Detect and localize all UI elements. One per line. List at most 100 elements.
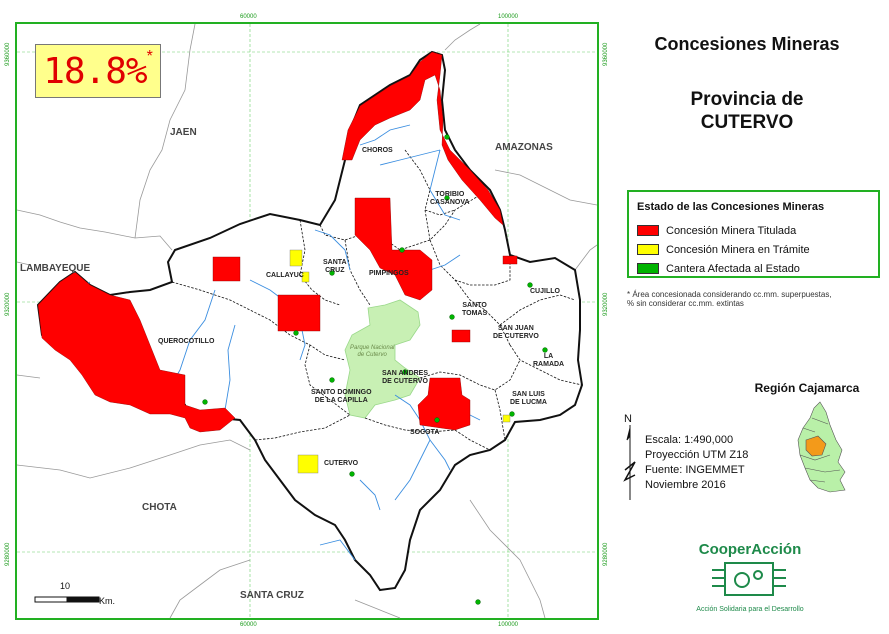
- national-park: [344, 299, 421, 419]
- river-14: [319, 539, 356, 561]
- concession-2: [277, 294, 321, 332]
- district-label-san-andres: SAN ANDRES DE CUTERVO: [382, 370, 429, 385]
- legend-label-titled: Concesión Minera Titulada: [666, 224, 797, 237]
- district-label-toribio: TORIBIO CASANOVA: [430, 191, 470, 206]
- capital-choros: [444, 134, 450, 140]
- coord-right-2: 9320000: [603, 292, 609, 316]
- region-label-amazonas: AMAZONAS: [495, 142, 553, 153]
- district-label-socota: SOCOTA: [410, 429, 440, 436]
- percentage-asterisk: *: [146, 48, 153, 65]
- capital-querocotillo: [202, 399, 208, 405]
- footnote-line-1: * Área concesionada considerando cc.mm. …: [627, 290, 832, 299]
- district-line-15: [254, 414, 351, 441]
- percentage-box: 18.8% *: [35, 44, 161, 98]
- capital-cujillo: [527, 282, 533, 288]
- district-line-8: [304, 344, 351, 416]
- capital-toribio: [444, 195, 450, 201]
- capital-cutervo: [349, 471, 355, 477]
- border-amazonas-north: [444, 23, 481, 51]
- titled-concessions: [37, 51, 518, 433]
- district-line-4: [374, 194, 481, 251]
- coord-top-2: 100000: [498, 14, 519, 20]
- river-8: [359, 124, 411, 146]
- legend-swatch-quarry: [637, 263, 659, 274]
- river-10: [429, 254, 461, 271]
- district-label-cujillo: CUJILLO: [530, 288, 560, 295]
- concession-west: [37, 271, 236, 433]
- map-info: Escala: 1:490,000 Proyección UTM Z18 Fue…: [645, 433, 748, 493]
- district-line-9: [454, 279, 511, 346]
- district-line-14: [364, 417, 491, 451]
- river-9: [429, 149, 461, 221]
- pending-3: [297, 454, 319, 474]
- concession-north: [341, 51, 504, 226]
- region-label-lambayeque: LAMBAYEQUE: [20, 263, 91, 274]
- capital-san-luis: [509, 411, 515, 417]
- district-label-la-ramada: LA RAMADA: [533, 353, 565, 368]
- border-lambayeque-edge: [16, 261, 31, 266]
- border-chota-south: [16, 439, 251, 479]
- district-line-5: [404, 149, 431, 241]
- concession-6: [502, 255, 518, 265]
- capital-santo-tomas: [449, 314, 455, 320]
- concession-1: [212, 256, 241, 282]
- concession-5: [417, 377, 471, 431]
- capital-la-ramada: [542, 347, 548, 353]
- district-label-santo-domingo: SANTO DOMINGO DE LA CAPILLA: [311, 389, 372, 404]
- legend-title: Estado de las Concesiones Mineras: [637, 201, 825, 213]
- legend-item-titled: Concesión Minera Titulada: [637, 224, 796, 237]
- border-santacruz-west: [169, 559, 251, 619]
- border-east: [574, 244, 598, 271]
- border-lambayeque-chota: [16, 374, 41, 379]
- district-line-12: [419, 359, 521, 391]
- scale-bar-segment-2: [66, 596, 100, 603]
- district-label-santa-cruz: SANTA CRUZ: [323, 259, 347, 274]
- legend-label-pending: Concesión Minera en Trámite: [666, 243, 810, 256]
- coord-left-3: 9280000: [5, 542, 11, 566]
- coord-right-1: 9360000: [603, 42, 609, 66]
- district-label-pimpingos: PIMPINGOS: [369, 270, 409, 277]
- river-7: [379, 149, 441, 166]
- district-line-3: [344, 239, 371, 306]
- district-label-santo-tomas: SANTO TOMAS: [462, 302, 488, 317]
- region-label-chota: CHOTA: [142, 502, 177, 513]
- cooperaccion-logo-icon: [712, 562, 786, 596]
- map-subtitle: Provincia de CUTERVO: [612, 88, 882, 134]
- district-line-6: [429, 239, 511, 286]
- inset-cutervo: [805, 435, 827, 457]
- district-label-cutervo: CUTERVO: [324, 460, 359, 467]
- border-southeast: [469, 499, 546, 619]
- info-projection: Proyección UTM Z18: [645, 449, 749, 461]
- river-12: [429, 439, 451, 471]
- pending-concessions: [289, 249, 511, 474]
- legend-item-pending: Concesión Minera en Trámite: [637, 243, 810, 256]
- district-label-choros: CHOROS: [362, 147, 393, 154]
- border-amazonas-east: [494, 169, 598, 206]
- subtitle-line-1: Provincia de: [690, 89, 804, 110]
- pending-2: [301, 271, 310, 283]
- north-arrow-icon: [623, 425, 636, 500]
- info-date: Noviembre 2016: [645, 479, 726, 491]
- border-jaen-west: [134, 23, 196, 239]
- district-line-7: [171, 281, 346, 361]
- district-label-querocotillo: QUEROCOTILLO: [158, 338, 215, 345]
- inset-divisions: [799, 417, 841, 483]
- scale-bar-value: 10: [60, 581, 71, 591]
- coord-left-1: 9360000: [5, 42, 11, 66]
- legend-label-quarry: Cantera Afectada al Estado: [666, 262, 800, 275]
- rivers: [45, 124, 481, 561]
- district-capitals: [202, 134, 548, 605]
- district-label-callayuc: CALLAYUC: [266, 272, 304, 279]
- subtitle-line-2: CUTERVO: [700, 112, 794, 133]
- region-label-jaen: JAEN: [170, 127, 197, 138]
- coord-bottom-1: 60000: [240, 622, 257, 628]
- cajamarca-inset: [797, 401, 846, 493]
- district-boundaries: [171, 149, 583, 451]
- capital-callayuc: [293, 330, 299, 336]
- info-scale: Escala: 1:490,000: [645, 434, 734, 446]
- concession-4: [451, 329, 471, 343]
- coord-right-3: 9280000: [603, 542, 609, 566]
- legend-swatch-pending: [637, 244, 659, 255]
- map-title: Concesiones Mineras: [654, 34, 840, 54]
